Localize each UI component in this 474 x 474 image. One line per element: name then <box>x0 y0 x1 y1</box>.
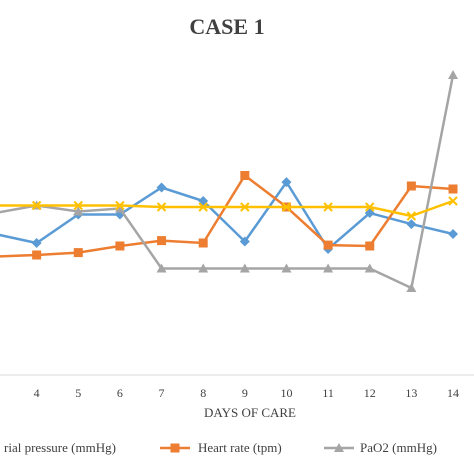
data-point <box>448 229 459 239</box>
data-point <box>156 202 167 212</box>
data-point <box>323 263 334 273</box>
data-point <box>240 202 250 212</box>
data-point <box>156 263 167 273</box>
legend-item: Heart rate (tpm) <box>160 440 282 455</box>
legend-item: rial pressure (mmHg) <box>4 440 116 455</box>
data-point <box>239 236 250 247</box>
x-tick-label: 9 <box>242 386 248 400</box>
data-point <box>115 241 125 251</box>
series-1 <box>0 177 459 254</box>
data-point <box>73 206 84 216</box>
data-point <box>365 241 375 251</box>
data-point <box>448 184 458 194</box>
x-tick-labels: 4 5 6 7 8 9 10 11 12 13 14 <box>34 386 459 400</box>
data-point <box>448 196 458 206</box>
data-point <box>115 200 125 211</box>
data-point <box>240 171 250 180</box>
data-point <box>31 238 42 248</box>
series-line <box>0 173 454 258</box>
data-point <box>281 263 292 273</box>
data-point <box>114 203 125 213</box>
x-tick-label: 8 <box>200 386 206 400</box>
data-point <box>281 177 292 188</box>
data-point <box>365 202 375 212</box>
data-point <box>323 240 333 250</box>
x-tick-label: 4 <box>34 386 40 400</box>
legend-label: PaO2 (mmHg) <box>360 440 437 455</box>
x-tick-label: 13 <box>405 386 417 400</box>
series-2 <box>0 171 458 260</box>
x-tick-label: 10 <box>280 386 292 400</box>
legend-label: Heart rate (tpm) <box>198 440 282 455</box>
data-point <box>73 200 83 211</box>
chart-title: CASE 1 <box>189 14 264 39</box>
legend: rial pressure (mmHg) Heart rate (tpm) PaO2… <box>4 440 437 455</box>
data-point <box>406 219 417 230</box>
data-point <box>364 263 375 273</box>
legend-marker <box>170 443 180 453</box>
series-3 <box>0 70 459 292</box>
series-line <box>0 179 454 251</box>
x-tick-label: 12 <box>364 386 376 400</box>
data-point <box>198 238 208 248</box>
x-tick-label: 7 <box>159 386 165 400</box>
x-tick-label: 5 <box>75 386 81 400</box>
x-tick-label: 6 <box>117 386 123 400</box>
series-4 <box>0 196 458 221</box>
legend-label: rial pressure (mmHg) <box>4 440 116 455</box>
x-tick-label: 11 <box>322 386 334 400</box>
legend-item: PaO2 (mmHg) <box>324 440 437 455</box>
data-point <box>31 200 42 211</box>
data-point <box>73 248 83 258</box>
data-point <box>323 202 333 212</box>
data-point <box>448 70 459 79</box>
legend-marker <box>334 443 344 452</box>
data-point <box>156 182 167 193</box>
data-point <box>406 283 417 292</box>
data-point <box>406 211 417 221</box>
data-point <box>157 236 167 246</box>
data-point <box>406 181 416 191</box>
x-tick-label: 14 <box>447 386 459 400</box>
series-line <box>0 199 454 218</box>
data-point <box>198 202 208 212</box>
data-point <box>239 263 250 273</box>
series-layer <box>0 70 459 292</box>
data-point <box>32 250 42 260</box>
x-axis-title: DAYS OF CARE <box>204 405 296 420</box>
data-point <box>281 202 292 212</box>
series-line <box>0 74 455 290</box>
data-point <box>198 263 209 273</box>
